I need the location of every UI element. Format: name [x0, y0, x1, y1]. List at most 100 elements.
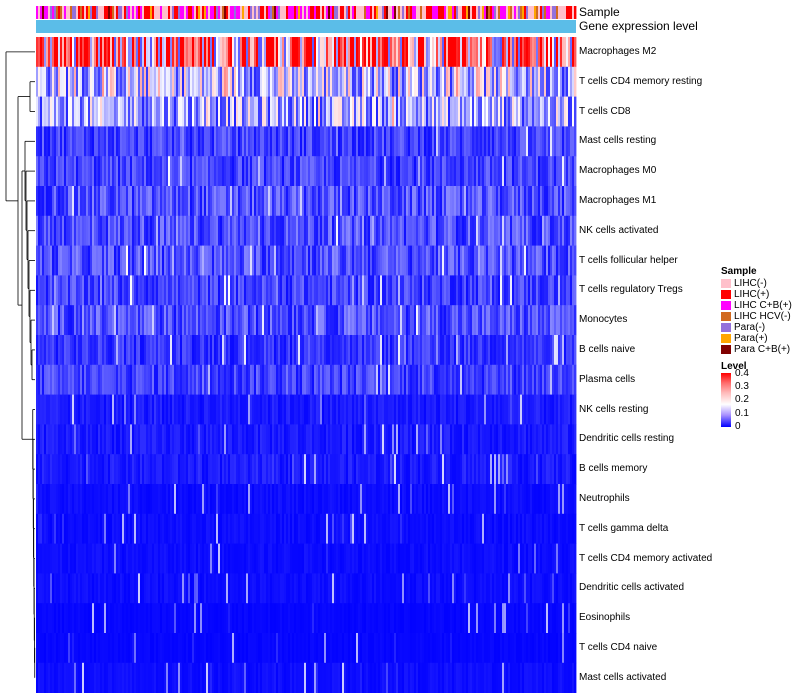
- heatmap-cell: [426, 364, 429, 395]
- heatmap-cell: [392, 305, 395, 336]
- heatmap-cell: [190, 275, 193, 306]
- heatmap-cell: [196, 364, 199, 395]
- heatmap-cell: [236, 96, 239, 127]
- heatmap-cell: [414, 335, 417, 366]
- heatmap-cell: [130, 96, 133, 127]
- heatmap-cell: [398, 513, 401, 544]
- heatmap-cell: [472, 245, 475, 276]
- sample-track-cell: [474, 6, 477, 19]
- heatmap-cell: [310, 96, 313, 127]
- heatmap-cell: [128, 186, 131, 217]
- heatmap-cell: [238, 513, 241, 544]
- heatmap-cell: [432, 364, 435, 395]
- heatmap-cell: [236, 245, 239, 276]
- heatmap-cell: [64, 543, 67, 574]
- heatmap-cell: [304, 484, 307, 515]
- heatmap-cell: [104, 275, 107, 306]
- heatmap-cell: [118, 245, 121, 276]
- heatmap-cell: [448, 513, 451, 544]
- heatmap-cell: [130, 335, 133, 366]
- heatmap-cell: [246, 543, 249, 574]
- heatmap-cell: [230, 37, 233, 68]
- heatmap-cell: [252, 215, 255, 246]
- heatmap-cell: [552, 513, 555, 544]
- heatmap-cell: [398, 156, 401, 187]
- heatmap-cell: [398, 484, 401, 515]
- heatmap-cell: [410, 513, 413, 544]
- heatmap-cell: [174, 335, 177, 366]
- heatmap-cell: [390, 215, 393, 246]
- heatmap-cell: [354, 215, 357, 246]
- heatmap-cell: [224, 186, 227, 217]
- heatmap-cell: [408, 335, 411, 366]
- heatmap-cell: [94, 37, 97, 68]
- heatmap-cell: [486, 454, 489, 485]
- heatmap-cell: [180, 96, 183, 127]
- heatmap-cell: [316, 245, 319, 276]
- heatmap-cell: [48, 126, 51, 157]
- heatmap-cell: [60, 156, 63, 187]
- heatmap-cell: [448, 335, 451, 366]
- heatmap-cell: [286, 186, 289, 217]
- heatmap-cell: [454, 454, 457, 485]
- heatmap-cell: [196, 96, 199, 127]
- heatmap-cell: [478, 126, 481, 157]
- sample-track-cell: [536, 6, 539, 19]
- heatmap-cell: [316, 156, 319, 187]
- heatmap-cell: [38, 454, 41, 485]
- heatmap-cell: [492, 37, 495, 68]
- heatmap-cell: [258, 275, 261, 306]
- heatmap-cell: [278, 424, 281, 455]
- heatmap-cell: [186, 394, 189, 425]
- heatmap-cell: [88, 513, 91, 544]
- heatmap-cell: [448, 275, 451, 306]
- heatmap-cell: [502, 335, 505, 366]
- heatmap-cell: [116, 543, 119, 574]
- heatmap-cell: [368, 513, 371, 544]
- heatmap-cell: [268, 543, 271, 574]
- heatmap-cell: [268, 275, 271, 306]
- heatmap-cell: [308, 394, 311, 425]
- heatmap-cell: [72, 335, 75, 366]
- heatmap-cell: [286, 484, 289, 515]
- heatmap-cell: [268, 484, 271, 515]
- heatmap-cell: [64, 513, 67, 544]
- heatmap-cell: [80, 126, 83, 157]
- heatmap-cell: [464, 424, 467, 455]
- heatmap-cell: [62, 186, 65, 217]
- heatmap-cell: [322, 335, 325, 366]
- heatmap-cell: [382, 335, 385, 366]
- heatmap-cell: [244, 275, 247, 306]
- heatmap-cell: [424, 424, 427, 455]
- heatmap-cell: [280, 394, 283, 425]
- heatmap-cell: [466, 186, 469, 217]
- heatmap-cell: [316, 335, 319, 366]
- heatmap-cell: [252, 96, 255, 127]
- heatmap-cell: [266, 335, 269, 366]
- heatmap-cell: [232, 66, 235, 97]
- heatmap-cell: [106, 454, 109, 485]
- heatmap-cell: [524, 394, 527, 425]
- heatmap-cell: [226, 484, 229, 515]
- heatmap-cell: [520, 37, 523, 68]
- heatmap-cell: [398, 215, 401, 246]
- heatmap-cell: [416, 513, 419, 544]
- heatmap-cell: [240, 96, 243, 127]
- heatmap-cell: [296, 364, 299, 395]
- heatmap-cell: [322, 513, 325, 544]
- heatmap-cell: [408, 513, 411, 544]
- heatmap-cell: [38, 37, 41, 68]
- heatmap-cell: [560, 37, 563, 68]
- sample-track-cell: [544, 6, 547, 19]
- heatmap-cell: [170, 96, 173, 127]
- heatmap-cell: [478, 275, 481, 306]
- heatmap-cell: [436, 364, 439, 395]
- sample-track-cell: [128, 6, 131, 19]
- heatmap-cell: [172, 513, 175, 544]
- heatmap-cell: [360, 37, 363, 68]
- heatmap-cell: [318, 37, 321, 68]
- heatmap-cell: [36, 66, 39, 97]
- heatmap-cell: [140, 484, 143, 515]
- heatmap-cell: [232, 245, 235, 276]
- heatmap-cell: [46, 513, 49, 544]
